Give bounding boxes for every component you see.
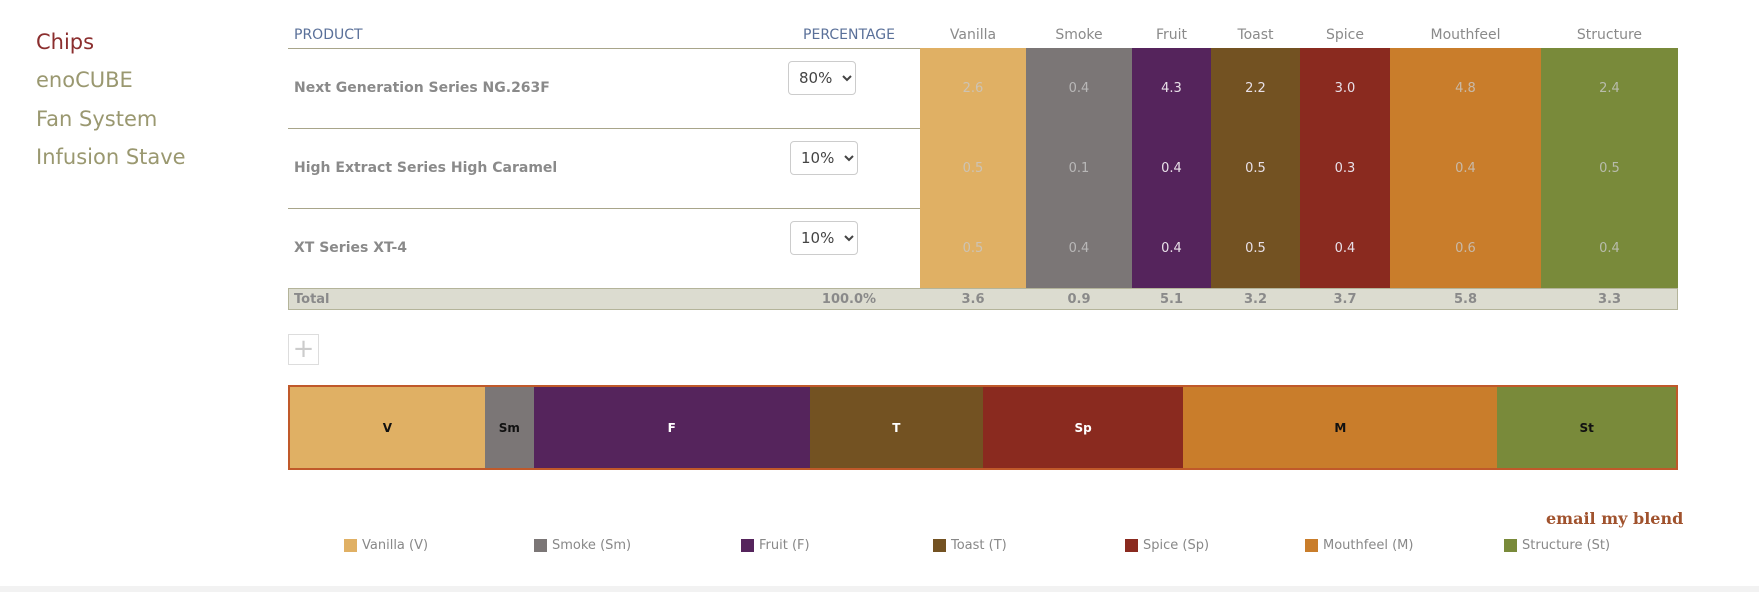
product-name: Next Generation Series NG.263F xyxy=(294,80,550,96)
nav-item[interactable]: enoCUBE xyxy=(36,68,133,92)
legend-label: Structure (St) xyxy=(1522,537,1611,553)
total-label: Total xyxy=(294,291,330,307)
blend-bar: V Sm F T Sp M St xyxy=(288,385,1678,470)
attribute-cell: 0.6 xyxy=(1390,208,1541,288)
attribute-cell: 3.0 xyxy=(1300,48,1390,128)
legend-swatch xyxy=(1305,538,1318,552)
legend-item: Vanilla (V) xyxy=(344,537,428,553)
blend-segment: V xyxy=(290,387,485,468)
total-value: 3.7 xyxy=(1333,291,1357,307)
legend-swatch xyxy=(933,538,946,552)
column-header: Vanilla xyxy=(949,27,997,43)
blend-segment: Sm xyxy=(484,387,534,468)
attribute-cell: 4.3 xyxy=(1132,48,1211,128)
legend-item: Toast (T) xyxy=(933,537,1007,553)
column-header: Mouthfeel xyxy=(1430,27,1501,43)
nav-item[interactable]: Chips xyxy=(36,30,95,54)
attribute-cell: 0.5 xyxy=(920,208,1026,288)
column-header: Toast xyxy=(1237,27,1274,43)
legend-item: Mouthfeel (M) xyxy=(1305,537,1413,553)
total-row-bg xyxy=(288,288,1678,310)
attribute-cell: 0.3 xyxy=(1300,128,1390,208)
email-link[interactable]: email my blend xyxy=(1546,509,1684,528)
legend-swatch xyxy=(741,538,754,552)
row-line xyxy=(288,208,922,209)
total-value: 5.1 xyxy=(1159,291,1184,307)
total-value: 5.8 xyxy=(1453,291,1478,307)
column-header: Fruit xyxy=(1155,27,1188,43)
legend-item: Structure (St) xyxy=(1504,537,1610,553)
total-value: 3.2 xyxy=(1243,291,1268,307)
attribute-cell: 0.5 xyxy=(920,128,1026,208)
blend-segment: F xyxy=(533,387,810,468)
footer-strip xyxy=(0,586,1759,592)
attribute-cell: 4.8 xyxy=(1390,48,1541,128)
legend-swatch xyxy=(1125,538,1138,552)
attribute-cell: 2.4 xyxy=(1541,48,1678,128)
blend-segment: Sp xyxy=(982,387,1184,468)
legend-label: Smoke (Sm) xyxy=(552,537,632,553)
attribute-cell: 0.5 xyxy=(1541,128,1678,208)
legend-label: Toast (T) xyxy=(951,537,1007,553)
legend-item: Fruit (F) xyxy=(741,537,810,553)
attribute-cell: 0.5 xyxy=(1211,208,1300,288)
attribute-cell: 0.4 xyxy=(1132,208,1211,288)
attribute-cell: 0.4 xyxy=(1541,208,1678,288)
legend-swatch xyxy=(534,538,547,552)
attribute-cell: 0.4 xyxy=(1300,208,1390,288)
percentage-select[interactable]: 80% xyxy=(788,61,856,95)
legend-label: Spice (Sp) xyxy=(1143,537,1210,553)
total-value: 3.3 xyxy=(1597,291,1622,307)
column-header: Spice xyxy=(1326,27,1364,43)
legend-item: Smoke (Sm) xyxy=(534,537,631,553)
attribute-cell: 2.2 xyxy=(1211,48,1300,128)
blend-segment: St xyxy=(1497,387,1676,468)
attribute-cell: 0.4 xyxy=(1026,208,1132,288)
attribute-cell: 2.6 xyxy=(920,48,1026,128)
attribute-cell: 0.4 xyxy=(1026,48,1132,128)
percentage-select[interactable]: 10% xyxy=(790,141,858,175)
attribute-cell: 0.5 xyxy=(1211,128,1300,208)
column-header: Smoke xyxy=(1055,27,1103,43)
total-value: 0.9 xyxy=(1067,291,1091,307)
nav-item[interactable]: Infusion Stave xyxy=(36,145,186,169)
blend-segment: T xyxy=(809,387,983,468)
total-percentage: 100.0% xyxy=(821,291,877,307)
total-value: 3.6 xyxy=(961,291,985,307)
nav-item[interactable]: Fan System xyxy=(36,107,158,131)
row-line xyxy=(288,128,922,129)
attribute-cell: 0.4 xyxy=(1132,128,1211,208)
legend-swatch xyxy=(344,538,357,552)
legend-label: Mouthfeel (M) xyxy=(1323,537,1414,553)
blend-segment: M xyxy=(1183,387,1498,468)
legend-label: Fruit (F) xyxy=(759,537,810,553)
product-name: XT Series XT-4 xyxy=(294,240,408,256)
legend-label: Vanilla (V) xyxy=(362,537,429,553)
attribute-cell: 0.1 xyxy=(1026,128,1132,208)
legend-swatch xyxy=(1504,538,1517,552)
column-header: PERCENTAGE xyxy=(803,27,895,43)
legend-item: Spice (Sp) xyxy=(1125,537,1209,553)
add-button[interactable]: + xyxy=(288,334,319,365)
attribute-cell: 0.4 xyxy=(1390,128,1541,208)
product-name: High Extract Series High Caramel xyxy=(294,160,558,176)
column-header: Structure xyxy=(1576,27,1643,43)
column-header: PRODUCT xyxy=(294,27,363,43)
percentage-select[interactable]: 10% xyxy=(790,221,858,255)
